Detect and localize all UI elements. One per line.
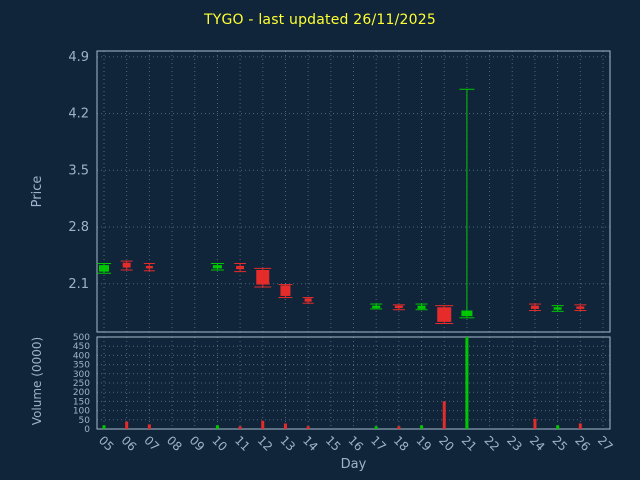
volume-bar [102, 425, 106, 429]
day-tick-label: 24 [527, 433, 548, 454]
candle-body [461, 310, 473, 317]
chart-title: TYGO - last updated 26/11/2025 [204, 12, 436, 28]
candle-body [212, 265, 222, 269]
volume-tick-label: 400 [73, 351, 90, 361]
volume-bar [261, 420, 265, 429]
candle-body [236, 265, 245, 270]
volume-tick-label: 0 [84, 425, 90, 435]
volume-bar [533, 418, 537, 429]
day-tick-label: 18 [391, 433, 412, 454]
volume-bar [420, 425, 424, 429]
price-tick-label: 2.8 [68, 220, 89, 235]
volume-bar [283, 423, 287, 429]
volume-tick-label: 450 [73, 342, 90, 352]
day-tick-label: 20 [436, 433, 457, 454]
volume-bar [465, 337, 469, 429]
day-axis-label: Day [340, 457, 367, 472]
volume-bar [442, 401, 446, 429]
day-tick-label: 12 [255, 433, 276, 454]
volume-tick-label: 300 [73, 370, 90, 380]
day-tick-label: 06 [119, 433, 140, 454]
candle-body [280, 285, 291, 296]
volume-tick-label: 500 [73, 333, 90, 343]
volume-tick-label: 350 [73, 361, 90, 371]
day-tick-label: 09 [187, 433, 208, 454]
volume-tick-label: 250 [73, 379, 90, 389]
day-tick-label: 16 [345, 433, 366, 454]
candle-body [530, 305, 539, 309]
volume-bar [397, 426, 401, 429]
volume-bar [215, 425, 219, 429]
candle-body [145, 265, 153, 269]
day-tick-label: 19 [413, 433, 434, 454]
day-tick-label: 11 [232, 433, 253, 454]
volume-tick-label: 200 [73, 388, 90, 398]
day-tick-label: 27 [595, 433, 616, 454]
day-tick-label: 25 [550, 433, 571, 454]
day-tick-label: 08 [164, 433, 185, 454]
candle-body [122, 262, 131, 268]
day-tick-label: 22 [481, 433, 502, 454]
volume-tick-label: 100 [73, 407, 90, 417]
volume-bar [374, 426, 378, 429]
day-tick-label: 23 [504, 433, 525, 454]
day-tick-label: 07 [141, 433, 162, 454]
volume-bar [147, 424, 151, 429]
day-tick-label: 10 [209, 433, 230, 454]
price-tick-label: 4.9 [68, 50, 89, 65]
day-tick-label: 05 [96, 433, 117, 454]
volume-bar [125, 421, 129, 429]
price-tick-label: 4.2 [68, 107, 89, 122]
candle-body [256, 269, 270, 285]
volume-plot-frame [96, 336, 611, 430]
volume-bar [238, 426, 242, 429]
candle-body [372, 305, 381, 309]
candle-body [553, 307, 562, 310]
candle-body [99, 265, 109, 272]
candle-body [576, 306, 585, 309]
volume-tick-label: 50 [79, 416, 91, 426]
volume-bar [306, 426, 310, 429]
volume-tick-label: 150 [73, 397, 90, 407]
price-plot-frame [96, 50, 611, 333]
day-tick-label: 15 [323, 433, 344, 454]
candle-body [437, 307, 452, 322]
candle-body [304, 298, 312, 302]
price-tick-label: 2.1 [68, 277, 89, 292]
day-tick-label: 13 [277, 433, 298, 454]
candle-body [394, 305, 403, 309]
day-tick-label: 21 [459, 433, 480, 454]
day-tick-label: 17 [368, 433, 389, 454]
candle-body [417, 305, 426, 309]
volume-bar [556, 425, 560, 429]
volume-bar [578, 423, 582, 429]
day-tick-label: 14 [300, 433, 321, 454]
day-tick-label: 26 [572, 433, 593, 454]
price-tick-label: 3.5 [68, 163, 89, 178]
